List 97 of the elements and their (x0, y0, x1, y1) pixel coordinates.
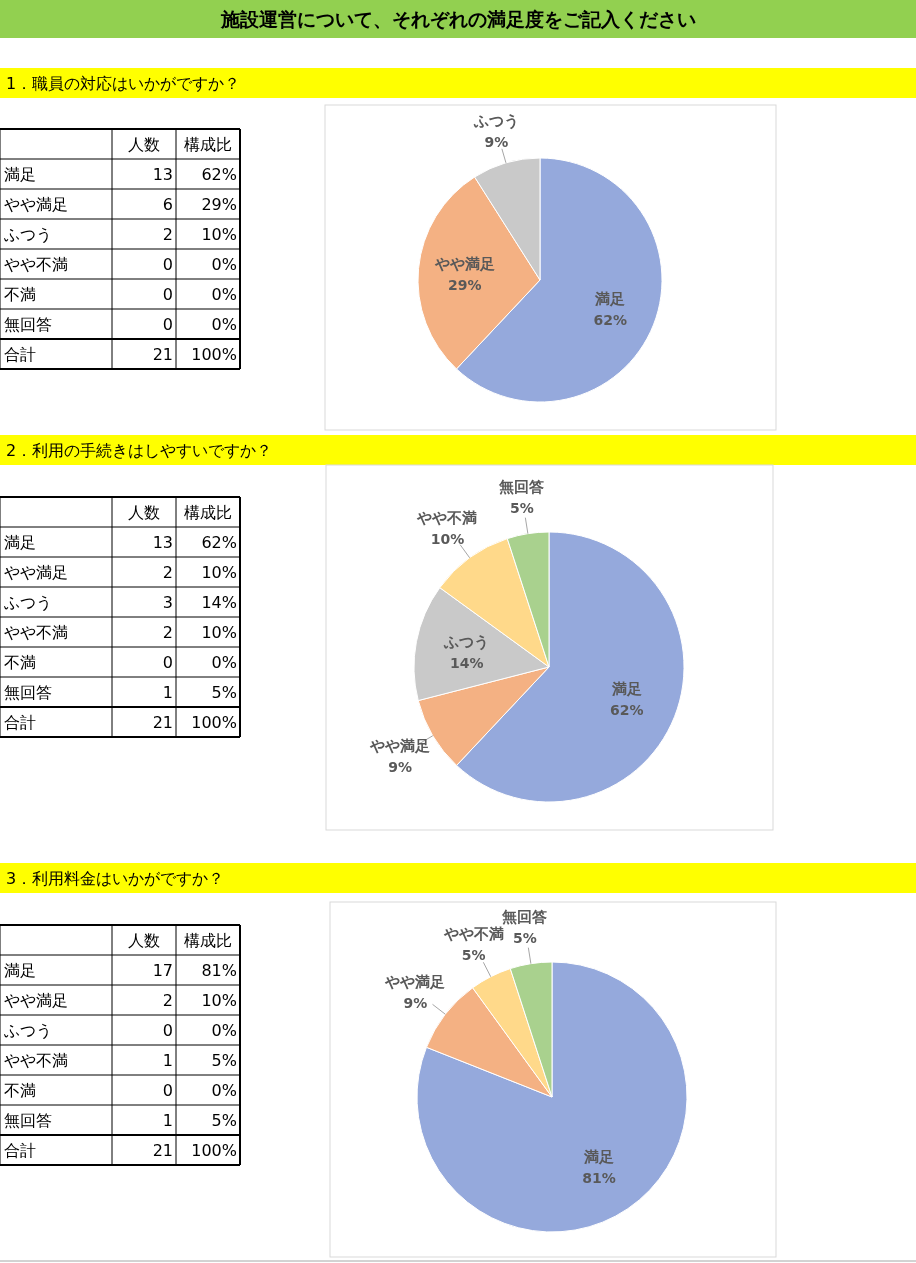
data-label: 100% (191, 713, 237, 732)
data-label: 5% (461, 947, 486, 964)
text: 1．職員の対応はいかがですか？ (6, 74, 241, 93)
slice-label: やや不満 (442, 925, 504, 944)
data-label: 21 (152, 713, 173, 732)
data-label: 5% (211, 683, 237, 702)
data-label: 2 (162, 563, 173, 582)
category-label: 満足 (4, 961, 36, 980)
category-label: 合計 (4, 1141, 36, 1160)
data-label: 29% (447, 276, 482, 293)
category-label: やや不満 (4, 255, 68, 274)
data-label: 3 (162, 593, 173, 612)
text: 人数 (128, 503, 160, 522)
category-label: 不満 (4, 653, 36, 672)
data-label: 21 (152, 1141, 173, 1160)
data-label: 62% (201, 533, 237, 552)
slice-label: 無回答 (501, 908, 548, 927)
data-label: 13 (152, 165, 173, 184)
data-label: 0 (162, 653, 173, 672)
slice-label: 満足 (594, 289, 626, 308)
data-label: 10% (201, 991, 237, 1010)
text: 3．利用料金はいかがですか？ (6, 869, 225, 888)
data-label: 10% (430, 531, 465, 548)
data-label: 14% (450, 655, 484, 672)
category-label: 合計 (4, 713, 36, 732)
data-label: 5% (510, 500, 534, 517)
data-label: 14% (201, 593, 237, 612)
data-label: 1 (162, 1111, 173, 1130)
data-label: 0% (211, 255, 237, 274)
slice-label: やや不満 (416, 509, 478, 528)
category-label: やや不満 (4, 623, 68, 642)
data-label: 5% (513, 930, 537, 947)
data-label: 1 (162, 683, 173, 702)
data-label: 5% (211, 1111, 237, 1130)
data-label: 62% (610, 701, 644, 718)
category-label: 無回答 (4, 683, 52, 702)
data-label: 10% (201, 623, 237, 642)
data-label: 0% (211, 1081, 237, 1100)
data-label: 0 (162, 1021, 173, 1040)
slice-label: 満足 (610, 679, 642, 698)
category-label: ふつう (3, 593, 52, 612)
slice-label: 無回答 (498, 478, 545, 497)
data-label: 29% (201, 195, 237, 214)
category-label: ふつう (3, 1021, 52, 1040)
data-label: 6 (162, 195, 173, 214)
slice-label: 満足 (583, 1148, 615, 1167)
category-label: やや満足 (4, 991, 68, 1010)
slice-label: ふつう (443, 633, 490, 652)
text: 構成比 (184, 135, 232, 154)
data-label: 0% (211, 315, 237, 334)
category-label: やや満足 (4, 195, 68, 214)
data-label: 10% (201, 563, 237, 582)
data-label: 81% (201, 961, 237, 980)
category-label: 無回答 (4, 315, 52, 334)
data-label: 10% (201, 225, 237, 244)
category-label: 満足 (4, 533, 36, 552)
slice-label: やや満足 (369, 736, 431, 755)
data-label: 0 (162, 315, 173, 334)
data-label: 100% (191, 1141, 237, 1160)
data-label: 0 (162, 255, 173, 274)
category-label: 満足 (4, 165, 36, 184)
data-label: 100% (191, 345, 237, 364)
data-label: 9% (388, 758, 413, 775)
slice-label: ふつう (472, 112, 519, 131)
data-label: 81% (582, 1170, 616, 1187)
data-label: 9% (403, 995, 428, 1012)
category-label: ふつう (3, 225, 52, 244)
data-label: 2 (162, 991, 173, 1010)
category-label: 無回答 (4, 1111, 52, 1130)
slice-label: やや満足 (433, 254, 495, 273)
category-label: やや満足 (4, 563, 68, 582)
data-label: 17 (152, 961, 173, 980)
category-label: 不満 (4, 1081, 36, 1100)
data-label: 2 (162, 225, 173, 244)
data-label: 0% (211, 285, 237, 304)
data-label: 5% (211, 1051, 237, 1070)
data-label: 0 (162, 1081, 173, 1100)
data-label: 2 (162, 623, 173, 642)
text: 施設運営について、それぞれの満足度をご記入ください (219, 8, 696, 30)
data-label: 62% (593, 311, 628, 328)
data-label: 13 (152, 533, 173, 552)
data-label: 9% (484, 134, 509, 151)
text: 人数 (128, 931, 160, 950)
text: 2．利用の手続きはしやすいですか？ (6, 441, 273, 460)
category-label: やや不満 (4, 1051, 68, 1070)
data-label: 21 (152, 345, 173, 364)
text: 人数 (128, 135, 160, 154)
slice-label: やや満足 (384, 973, 446, 992)
data-label: 1 (162, 1051, 173, 1070)
data-label: 0% (211, 653, 237, 672)
data-label: 0% (211, 1021, 237, 1040)
category-label: 合計 (4, 345, 36, 364)
text: 構成比 (184, 931, 232, 950)
data-label: 62% (201, 165, 237, 184)
data-label: 0 (162, 285, 173, 304)
category-label: 不満 (4, 285, 36, 304)
text: 構成比 (184, 503, 232, 522)
